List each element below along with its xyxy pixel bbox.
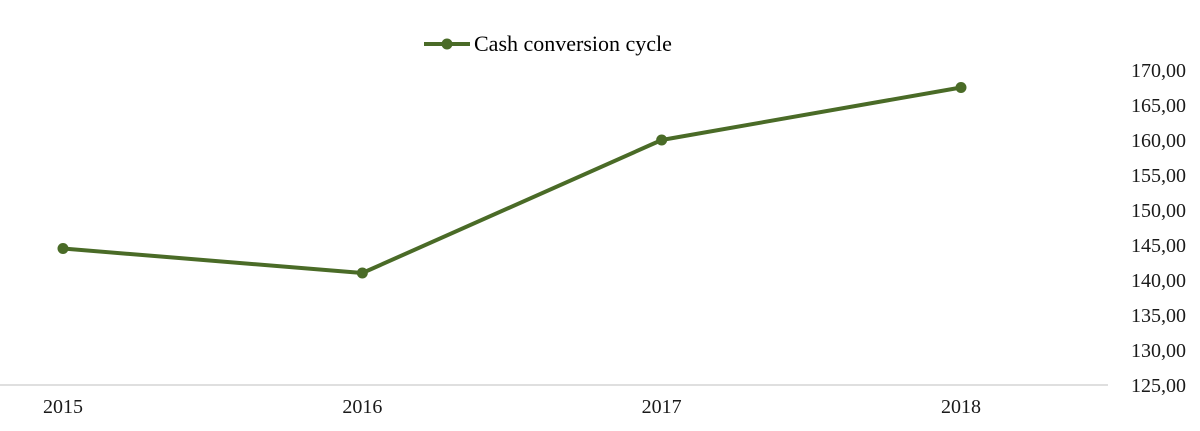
legend: Cash conversion cycle: [424, 31, 672, 56]
series-line-cash-conversion-cycle: [62, 85, 962, 275]
y-tick-label: 150,00: [1131, 200, 1186, 222]
data-point: [57, 243, 69, 254]
y-axis-tick-labels: 125,00 130,00 135,00 140,00 145,00 150,00 155,…: [1131, 60, 1186, 397]
x-tick-label: 2016: [342, 396, 382, 418]
y-tick-label: 130,00: [1131, 340, 1186, 362]
x-axis-tick-labels: 2015 2016 2017 2018: [43, 396, 981, 418]
y-tick-label: 145,00: [1131, 235, 1186, 257]
y-tick-label: 125,00: [1131, 375, 1186, 397]
y-tick-label: 155,00: [1131, 165, 1186, 187]
x-tick-label: 2015: [43, 396, 83, 418]
y-tick-label: 165,00: [1131, 95, 1186, 117]
y-tick-label: 135,00: [1131, 305, 1186, 327]
x-tick-label: 2017: [642, 396, 682, 418]
data-point: [656, 134, 668, 146]
legend-label-series: Cash conversion cycle: [474, 31, 672, 56]
y-tick-label: 170,00: [1131, 60, 1186, 82]
y-tick-label: 160,00: [1131, 130, 1186, 152]
legend-marker: [441, 38, 453, 50]
data-point: [356, 267, 368, 279]
data-point: [955, 82, 967, 93]
series-group: [57, 82, 967, 279]
y-tick-label: 140,00: [1131, 270, 1186, 292]
x-tick-label: 2018: [941, 396, 981, 418]
